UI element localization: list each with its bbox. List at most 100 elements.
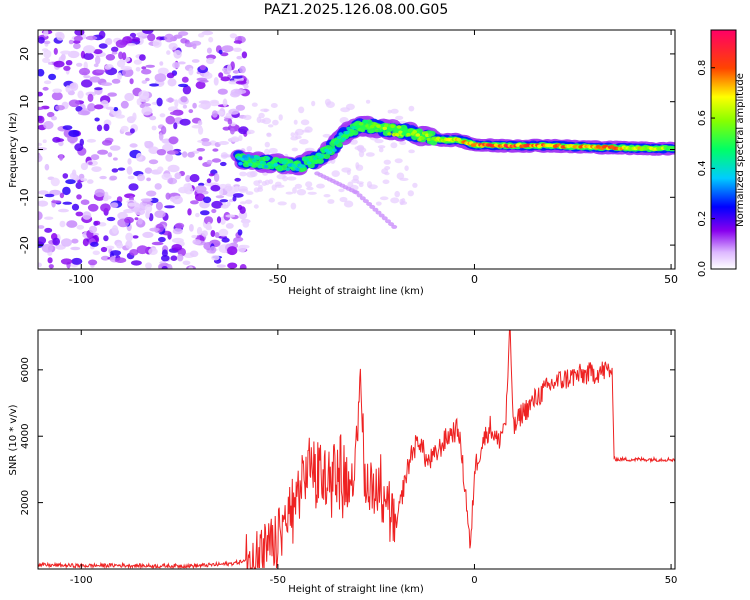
noise-blob (237, 244, 247, 253)
noise-blob (127, 175, 135, 180)
spectrogram-heatmap (38, 30, 675, 269)
haze-blob (243, 114, 252, 121)
noise-blob (220, 204, 229, 209)
noise-blob (155, 201, 163, 211)
noise-blob (162, 143, 174, 152)
noise-blob (71, 169, 77, 177)
noise-blob (38, 115, 45, 124)
snr-panel: -100 -50 0 50 2000 4000 6000 Height of straig… (8, 329, 677, 595)
haze-blob (277, 201, 287, 206)
noise-blob (71, 203, 80, 211)
ridge-segment (252, 159, 257, 163)
haze-blob (407, 190, 414, 197)
snr-frame (37, 329, 676, 570)
noise-blob (59, 192, 65, 199)
noise-blob (227, 262, 238, 269)
noise-blob (38, 106, 45, 111)
noise-blob (164, 33, 175, 43)
haze-blob (311, 100, 316, 107)
y-tick-label: 10 (18, 95, 31, 109)
noise-blob (120, 100, 129, 109)
noise-blob (145, 262, 152, 269)
noise-blob (217, 88, 228, 95)
haze-blob (340, 107, 350, 113)
ridge-segment (335, 139, 340, 144)
noise-blob (126, 166, 133, 175)
noise-blob (209, 101, 220, 107)
noise-blob (94, 104, 104, 110)
noise-blob (88, 161, 93, 165)
noise-blob (165, 192, 171, 200)
ridge-segment (279, 158, 285, 162)
noise-blob (121, 52, 127, 61)
haze-blob (305, 181, 313, 188)
noise-blob (98, 30, 106, 39)
noise-blob (43, 30, 49, 37)
noise-blob (113, 157, 118, 161)
haze-blob (237, 186, 248, 192)
noise-blob (219, 199, 229, 203)
noise-blob (51, 91, 63, 101)
noise-blob (38, 154, 43, 163)
haze-blob (399, 141, 407, 145)
noise-blob (137, 174, 145, 182)
ridge-segment (261, 161, 267, 165)
noise-blob (230, 127, 235, 135)
noise-blob (192, 43, 197, 49)
x-tick-label: -100 (69, 273, 94, 286)
x-tick-label: -100 (70, 575, 93, 586)
haze-blob (293, 119, 298, 125)
noise-blob (194, 185, 207, 193)
ridge-segment (265, 156, 271, 161)
haze-blob (296, 189, 307, 196)
noise-blob (141, 66, 147, 70)
noise-blob (241, 51, 248, 59)
noise-blob (161, 255, 170, 262)
noise-blob (73, 35, 83, 42)
noise-blob (95, 69, 106, 74)
branch-blob (381, 216, 388, 221)
haze-blob (264, 141, 270, 148)
noise-blob (95, 55, 101, 65)
noise-blob (49, 189, 61, 196)
noise-blob (105, 38, 113, 45)
branch-blob (372, 207, 379, 212)
ridge-segment (319, 154, 325, 158)
noise-blob (189, 250, 199, 258)
ridge-segment (267, 162, 273, 167)
noise-blob (115, 39, 127, 48)
noise-blob (140, 198, 153, 202)
haze-blob (290, 202, 297, 210)
noise-blob (199, 64, 206, 71)
noise-blob (151, 241, 164, 246)
noise-blob (80, 162, 88, 171)
noise-blob (75, 106, 83, 112)
ridge-segment (248, 162, 253, 167)
noise-blob (150, 197, 159, 204)
noise-blob (195, 212, 200, 218)
haze-blob (286, 176, 297, 181)
noise-blob (216, 264, 226, 268)
haze-blob (327, 199, 335, 204)
noise-blob (203, 72, 213, 79)
noise-blob (136, 98, 142, 106)
ridge-segment (403, 126, 408, 131)
noise-blob (190, 200, 199, 205)
noise-blob (234, 89, 247, 95)
noise-blob (203, 216, 214, 225)
noise-blob (122, 68, 134, 77)
noise-blob (38, 200, 49, 207)
noise-blob (157, 81, 165, 86)
noise-blob (91, 166, 102, 173)
noise-blob (125, 232, 134, 242)
noise-blob (161, 266, 168, 269)
noise-blob (104, 64, 112, 70)
noise-blob (198, 182, 205, 187)
noise-blob (144, 204, 153, 213)
noise-blob (87, 203, 99, 212)
noise-blob (138, 90, 150, 100)
noise-blob (55, 105, 65, 111)
x-tick-label: -50 (269, 273, 287, 286)
noise-blob (188, 266, 194, 269)
noise-blob (135, 67, 141, 72)
